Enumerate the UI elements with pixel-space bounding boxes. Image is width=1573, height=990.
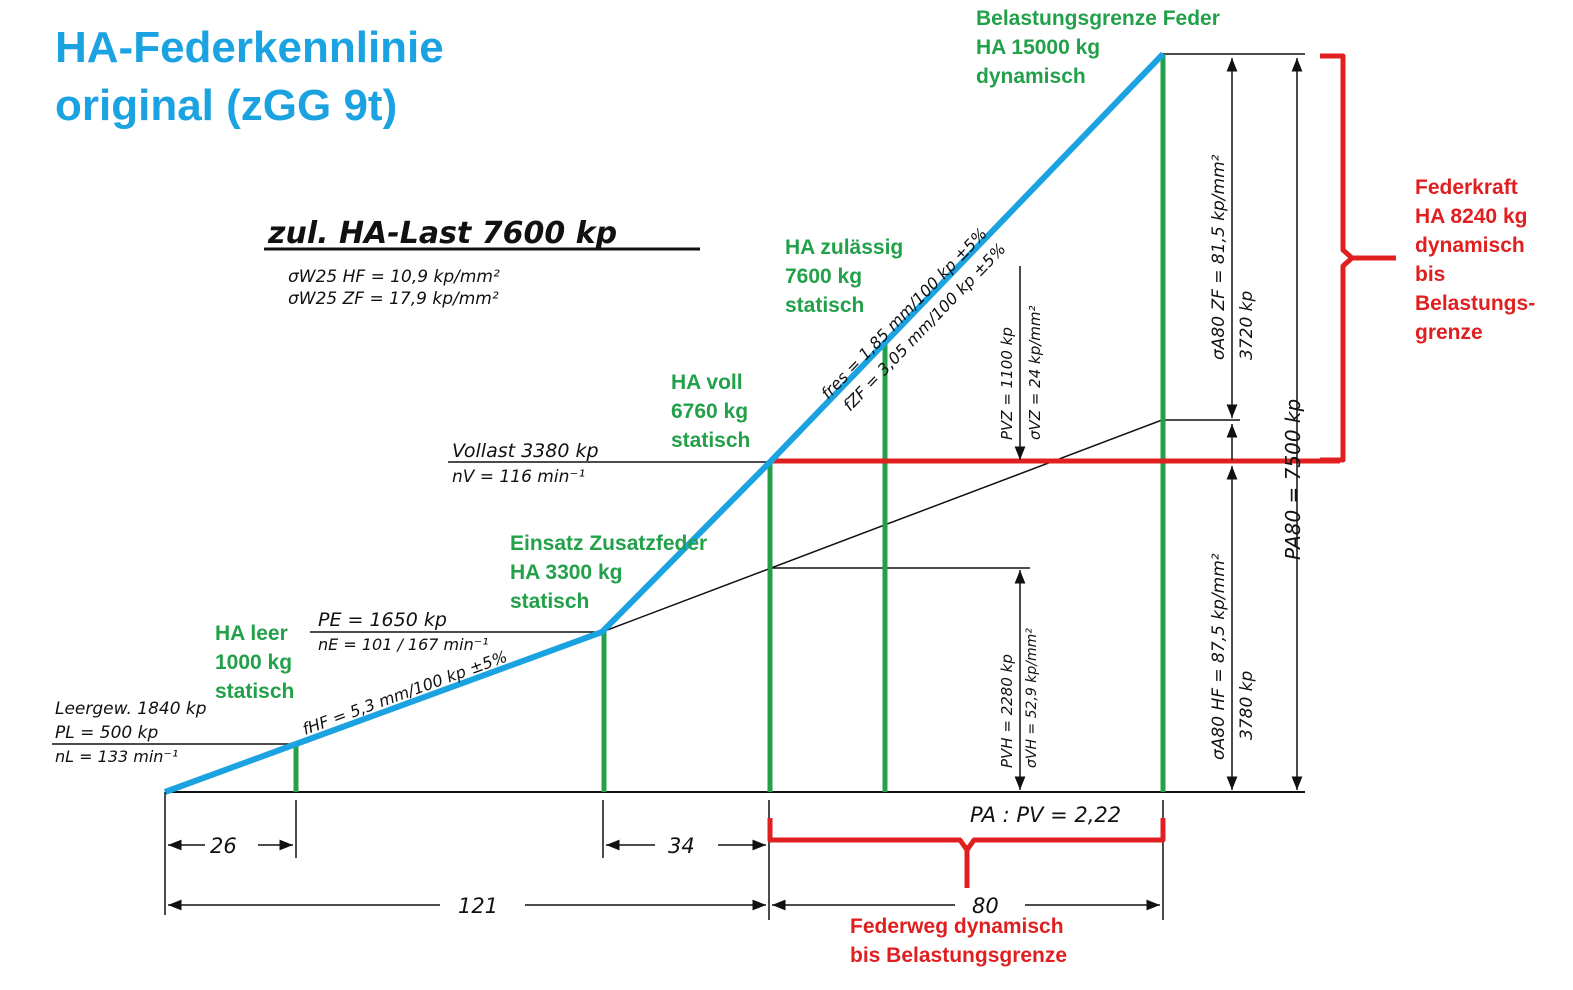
svg-text:HA 3300 kg: HA 3300 kg xyxy=(510,561,622,584)
dim-26-label: 26 xyxy=(210,834,237,858)
pabo-label: PA80 = 7500 kp xyxy=(1281,399,1305,560)
svg-text:statisch: statisch xyxy=(215,680,294,703)
federkraft-brace xyxy=(1320,53,1355,463)
svg-text:HA leer: HA leer xyxy=(215,622,288,645)
svg-text:bis Belastungsgrenze: bis Belastungsgrenze xyxy=(850,944,1067,967)
title-line-1: HA-Federkennlinie xyxy=(55,23,444,72)
dim-80-label: 80 xyxy=(972,894,999,918)
sabozf-label: σA80 ZF = 81,5 kp/mm² xyxy=(1209,154,1229,360)
stress-zf: σW25 ZF = 17,9 kp/mm² xyxy=(288,289,499,309)
svg-text:grenze: grenze xyxy=(1415,321,1483,344)
svg-text:Belastungs-: Belastungs- xyxy=(1415,292,1535,315)
nl-label: nL = 133 min⁻¹ xyxy=(55,747,178,766)
sabohf-label: σA80 HF = 87,5 kp/mm² xyxy=(1209,553,1229,760)
ratio-label: PA : PV = 2,22 xyxy=(970,803,1121,827)
ne-label: nE = 101 / 167 min⁻¹ xyxy=(318,635,489,654)
p3780-label: 3780 kp xyxy=(1237,670,1257,740)
svg-text:7600 kg: 7600 kg xyxy=(785,265,862,288)
svg-text:1000 kg: 1000 kg xyxy=(215,651,292,674)
svg-text:bis: bis xyxy=(1415,263,1445,286)
fzf-label: fZF = 3,05 mm/100 kp ±5% xyxy=(839,239,1009,414)
svg-text:HA 15000 kg: HA 15000 kg xyxy=(976,36,1100,59)
annotation-grenze: Belastungsgrenze Feder HA 15000 kg dynam… xyxy=(976,7,1220,88)
svh-label: σVH = 52,9 kp/mm² xyxy=(1024,628,1040,768)
svg-text:6760 kg: 6760 kg xyxy=(671,400,748,423)
stress-hf: σW25 HF = 10,9 kp/mm² xyxy=(288,267,500,287)
svg-text:HA voll: HA voll xyxy=(671,371,743,394)
annotation-ha-zul: HA zulässig 7600 kg statisch xyxy=(785,236,903,317)
svz-label: σVZ = 24 kp/mm² xyxy=(1026,305,1044,440)
svg-text:Federkraft: Federkraft xyxy=(1415,176,1518,199)
vollast-label: Vollast 3380 kp xyxy=(452,440,599,462)
load-heading: zul. HA-Last 7600 kp xyxy=(267,216,617,251)
svg-text:Einsatz Zusatzfeder: Einsatz Zusatzfeder xyxy=(510,532,707,555)
p3720-label: 3720 kp xyxy=(1237,290,1257,360)
svg-text:statisch: statisch xyxy=(510,590,589,613)
main-spring-line xyxy=(601,419,1163,633)
svg-text:dynamisch: dynamisch xyxy=(1415,234,1525,257)
svg-text:dynamisch: dynamisch xyxy=(976,65,1086,88)
annotation-ha-voll: HA voll 6760 kg statisch xyxy=(671,371,750,452)
svg-text:HA 8240 kg: HA 8240 kg xyxy=(1415,205,1527,228)
spring-curve xyxy=(163,51,1166,795)
annotation-federweg: Federweg dynamisch bis Belastungsgrenze xyxy=(850,915,1067,967)
pl-label: PL = 500 kp xyxy=(55,723,158,743)
svg-text:HA zulässig: HA zulässig xyxy=(785,236,903,259)
pe-label: PE = 1650 kp xyxy=(318,609,447,631)
dim-121-label: 121 xyxy=(458,894,498,918)
svg-text:statisch: statisch xyxy=(671,429,750,452)
svg-text:Federweg dynamisch: Federweg dynamisch xyxy=(850,915,1064,938)
svg-text:statisch: statisch xyxy=(785,294,864,317)
annotation-ha-leer: HA leer 1000 kg statisch xyxy=(215,622,294,703)
annotation-federkraft: Federkraft HA 8240 kg dynamisch bis Bela… xyxy=(1415,176,1535,344)
dim-34-label: 34 xyxy=(668,834,695,858)
fhf-label: fHF = 5,3 mm/100 kp ±5% xyxy=(300,647,510,739)
svg-text:Belastungsgrenze Feder: Belastungsgrenze Feder xyxy=(976,7,1220,30)
pvz-label: PVZ = 1100 kp xyxy=(998,327,1016,440)
pvh-label: PVH = 2280 kp xyxy=(998,654,1016,768)
title-line-2: original (zGG 9t) xyxy=(55,81,397,130)
nv-label: nV = 116 min⁻¹ xyxy=(452,467,585,487)
leergew-label: Leergew. 1840 kp xyxy=(55,699,207,719)
annotation-einsatz: Einsatz Zusatzfeder HA 3300 kg statisch xyxy=(510,532,707,613)
